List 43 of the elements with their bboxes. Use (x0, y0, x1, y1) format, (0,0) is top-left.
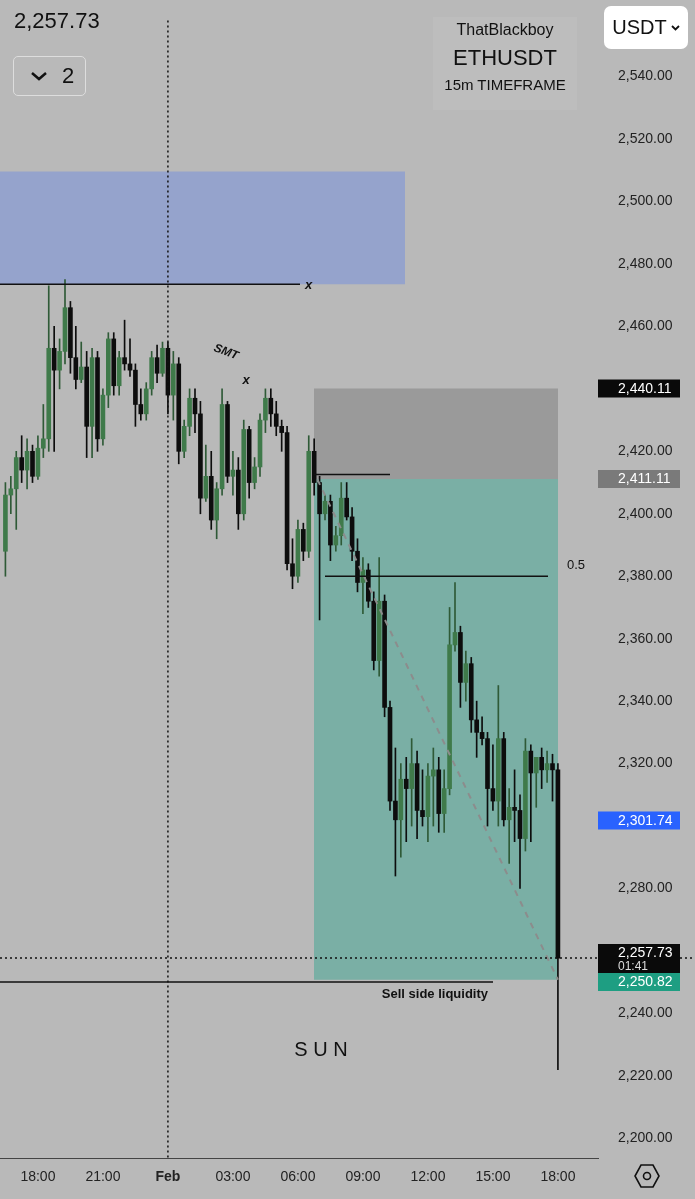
x-tick-label: 15:00 (475, 1168, 511, 1185)
annotation: 2,257.73 (14, 8, 100, 34)
y-tick-label: 2,200.00 (618, 1129, 673, 1146)
x-tick-label: 09:00 (345, 1168, 381, 1185)
annotation: 0.5 (567, 556, 586, 572)
y-tick-label: 2,340.00 (618, 692, 673, 709)
text: USDT (612, 16, 667, 39)
y-tick-label: 2,280.00 (618, 879, 673, 896)
y-tick-label: 2,257.73 (618, 943, 673, 960)
y-tick-label: 2,360.00 (618, 629, 673, 646)
x-tick-label: 12:00 (410, 1168, 446, 1185)
y-tick-label: 2,301.74 (618, 811, 673, 828)
y-tick-label: 2,380.00 (618, 567, 673, 584)
annotation: S U N (294, 1037, 348, 1060)
y-tick-label: 2,480.00 (618, 254, 673, 271)
annotation: SMT (211, 340, 243, 363)
y-tick-label: 2,250.82 (618, 973, 673, 990)
annotation: ThatBlackboy (455, 21, 555, 39)
text: ETHUSDT (452, 45, 558, 71)
x-tick-label: Feb (155, 1168, 181, 1185)
ref-line-label: Sell side liquidity (381, 985, 489, 1001)
y-tick-label: 2,240.00 (618, 1004, 673, 1021)
y-tick-label: 2,520.00 (618, 129, 673, 146)
x-tick-label: 18:00 (20, 1168, 56, 1185)
x-tick-label: 18:00 (540, 1168, 576, 1185)
y-tick-label: 2,440.11 (618, 379, 672, 396)
x-tick-label: 06:00 (280, 1168, 316, 1185)
y-tick-label: 2,500.00 (618, 192, 673, 209)
y-tick-label: 2,411.11 (618, 470, 671, 487)
x-tick-label: 03:00 (215, 1168, 251, 1185)
ref-line-label: x (304, 276, 313, 292)
y-tick-label: 2,540.00 (618, 67, 673, 84)
annotation: 2 (62, 63, 75, 89)
annotation: x (241, 371, 251, 387)
y-tick-label: 2,420.00 (618, 442, 673, 459)
y-tick-label: 2,220.00 (618, 1066, 673, 1083)
y-tick-label: 2,320.00 (618, 754, 673, 771)
x-tick-label: 21:00 (85, 1168, 121, 1185)
text: 15m TIMEFRAME (443, 76, 567, 93)
text: 01:41 (618, 958, 649, 973)
y-tick-label: 2,460.00 (618, 317, 673, 334)
y-tick-label: 2,400.00 (618, 504, 673, 521)
candlestick (403, 757, 409, 842)
